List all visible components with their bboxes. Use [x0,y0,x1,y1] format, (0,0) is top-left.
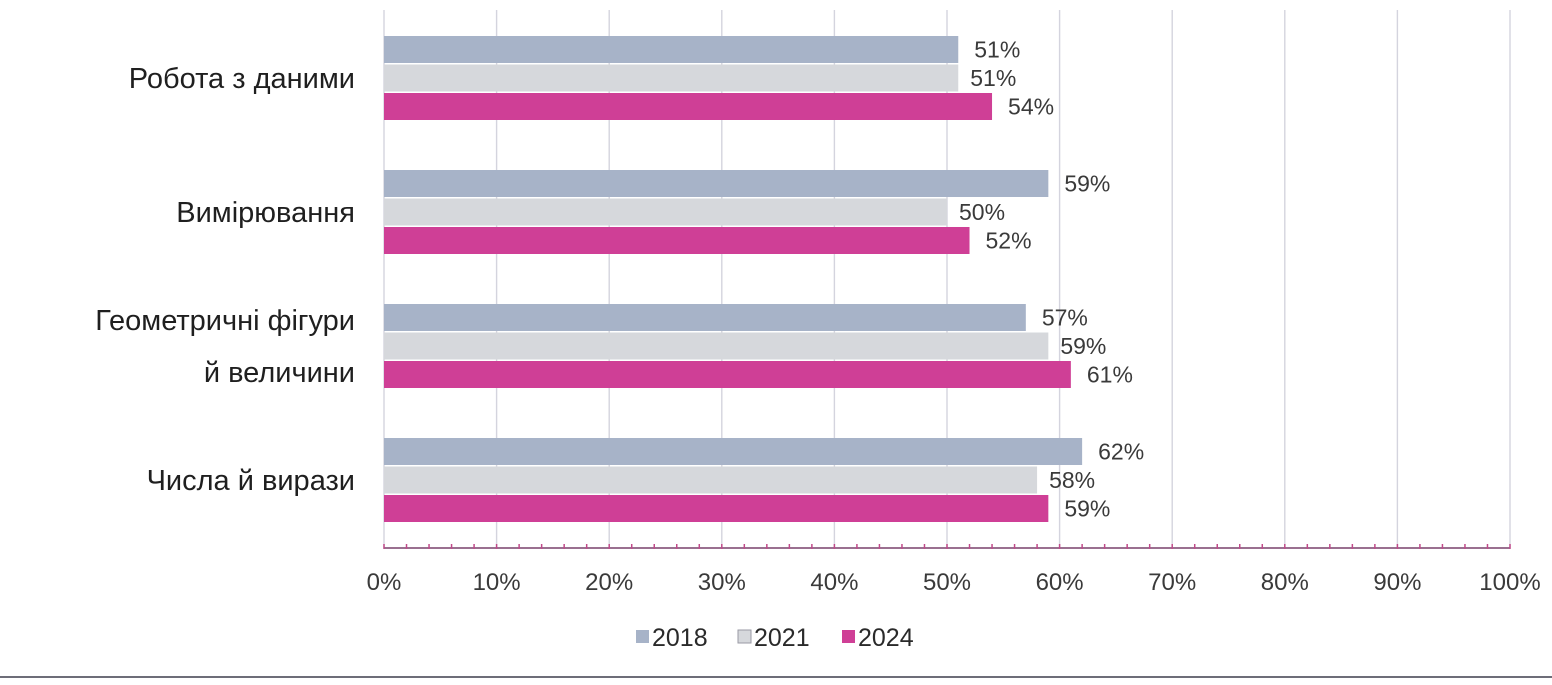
legend-label-2021: 2021 [754,624,810,652]
category-label: Геометричні фігури [95,305,355,337]
bar-2018-1 [384,36,959,63]
category-label: Вимірювання [176,197,355,229]
data-label-2018-3: 57% [1042,305,1088,331]
bar-2021-2 [384,198,947,226]
data-label-2021-3: 59% [1060,333,1106,359]
x-tick-label: 70% [1148,569,1196,596]
data-label-2024-4: 59% [1064,496,1110,522]
x-tick-label: 80% [1261,569,1309,596]
bar-2021-1 [384,64,959,92]
x-tick-label: 50% [923,569,971,596]
data-label-2021-4: 58% [1049,467,1095,493]
bars [384,36,1083,522]
x-axis: 0% 10% 20% 30% 40% 50% 60% 70% 80% 90% 100% [367,544,1541,596]
data-label-2018-2: 59% [1064,171,1110,197]
legend-item-2024: 2024 [842,624,914,652]
category-label: Робота з даними [129,63,355,95]
category-label: й величини [204,357,355,389]
legend-swatch-2018 [636,630,649,643]
data-label-2021-1: 51% [970,65,1016,91]
legend-swatch-2024 [842,630,855,643]
x-tick-label: 90% [1373,569,1421,596]
bar-2018-4 [384,438,1083,465]
x-tick-label: 20% [585,569,633,596]
data-labels: 51%51%54%59%50%52%57%59%61%62%58%59% [959,37,1144,522]
category-label: Числа й вирази [147,465,355,497]
x-tick-label: 10% [473,569,521,596]
data-label-2024-3: 61% [1087,362,1133,388]
legend-item-2018: 2018 [636,624,708,652]
bar-2024-3 [384,361,1071,388]
legend-swatch-2021 [737,629,752,644]
x-tick-label: 0% [367,569,402,596]
bar-2021-3 [384,332,1049,360]
x-tick-label: 40% [810,569,858,596]
x-tick-label: 100% [1479,569,1540,596]
bar-2024-4 [384,495,1049,522]
legend-label-2018: 2018 [652,624,708,652]
legend-item-2021: 2021 [737,624,810,652]
bar-2024-2 [384,227,970,254]
bar-2021-4 [384,466,1038,494]
data-label-2024-2: 52% [986,228,1032,254]
bar-2024-1 [384,93,993,120]
x-tick-label: 60% [1036,569,1084,596]
legend: 2018 2021 2024 [636,624,914,652]
x-tick-label: 30% [698,569,746,596]
legend-label-2024: 2024 [858,624,914,652]
category-labels: Робота з даними Вимірювання Геометричні фі… [95,63,355,497]
bar-2018-2 [384,170,1049,197]
data-label-2018-4: 62% [1098,439,1144,465]
bar-2018-3 [384,304,1026,331]
data-label-2024-1: 54% [1008,94,1054,120]
data-label-2021-2: 50% [959,199,1005,225]
data-label-2018-1: 51% [974,37,1020,63]
